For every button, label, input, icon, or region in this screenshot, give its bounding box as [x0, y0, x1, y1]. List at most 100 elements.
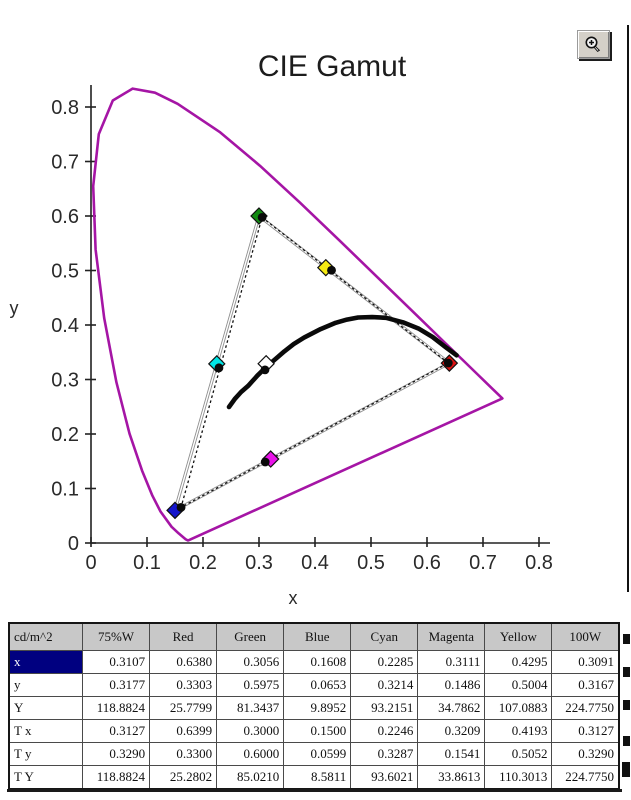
- edge-mark: [623, 736, 630, 746]
- value-cell[interactable]: 0.6000: [216, 742, 285, 766]
- marker-dot-magenta: [260, 457, 270, 467]
- value-cell[interactable]: 224.7750: [551, 696, 620, 720]
- value-cell[interactable]: 9.8952: [283, 696, 352, 720]
- table-row: Y 118.8824 25.7799 81.3437 9.8952 93.2151 34.7…: [8, 696, 620, 720]
- row-label-cell[interactable]: T x: [8, 719, 83, 743]
- value-cell[interactable]: 0.1486: [417, 673, 486, 697]
- chart-title: CIE Gamut: [258, 50, 407, 83]
- x-tick-label: 0.2: [189, 552, 217, 574]
- column-header-green: Green: [216, 622, 285, 651]
- value-cell[interactable]: 0.3209: [417, 719, 486, 743]
- value-cell[interactable]: 0.3127: [81, 719, 151, 743]
- value-cell[interactable]: 25.2802: [149, 765, 218, 790]
- column-header-75-w: 75%W: [81, 622, 151, 651]
- edge-mark: [623, 667, 630, 677]
- value-cell[interactable]: 34.7862: [417, 696, 486, 720]
- zoom-in-button[interactable]: [577, 30, 610, 59]
- edge-mark: [623, 634, 630, 644]
- column-header-red: Red: [149, 622, 218, 651]
- value-cell[interactable]: 110.3013: [484, 765, 553, 790]
- row-label-cell[interactable]: T Y: [8, 765, 83, 790]
- y-tick-label: 0.7: [51, 152, 79, 174]
- x-axis-title: x: [289, 588, 298, 608]
- x-tick-label: 0.6: [413, 552, 441, 574]
- marker-diamond-magenta: [261, 450, 280, 468]
- bottom-divider-line: [7, 789, 622, 792]
- edge-mark: [622, 762, 630, 777]
- marker-dot-blue: [176, 503, 186, 512]
- value-cell[interactable]: 0.1500: [283, 719, 352, 743]
- value-cell[interactable]: 25.7799: [149, 696, 218, 720]
- value-cell[interactable]: 0.3303: [149, 673, 218, 697]
- value-cell[interactable]: 0.0653: [283, 673, 352, 697]
- value-cell[interactable]: 0.3300: [149, 742, 218, 766]
- value-cell[interactable]: 0.1541: [417, 742, 486, 766]
- marker-dot-red: [443, 358, 453, 368]
- spectral-locus: [91, 87, 504, 542]
- x-tick-label: 0.4: [301, 552, 329, 574]
- row-label-cell[interactable]: x: [8, 650, 83, 674]
- y-axis-title: y: [10, 298, 19, 318]
- table-row: y 0.3177 0.3303 0.5975 0.0653 0.3214 0.1486 0.5…: [8, 673, 620, 697]
- value-cell[interactable]: 224.7750: [551, 765, 620, 790]
- value-cell[interactable]: 0.5975: [216, 673, 285, 697]
- table-row: T x 0.3127 0.6399 0.3000 0.1500 0.2246 0.3209 0…: [8, 719, 620, 743]
- value-cell[interactable]: 118.8824: [81, 765, 151, 790]
- marker-dot-cyan: [214, 363, 224, 373]
- value-cell[interactable]: 0.3290: [81, 742, 151, 766]
- value-cell[interactable]: 0.3167: [551, 673, 620, 697]
- value-cell[interactable]: 0.3107: [81, 650, 151, 674]
- row-label-cell[interactable]: T y: [8, 742, 83, 766]
- measurement-table: cd/m^2 75%W Red Green Blue Cyan Magenta Yellow 1…: [8, 622, 620, 790]
- value-cell[interactable]: 93.2151: [350, 696, 419, 720]
- value-cell[interactable]: 0.0599: [283, 742, 352, 766]
- table-corner-header: cd/m^2: [8, 622, 83, 651]
- value-cell[interactable]: 0.3290: [551, 742, 620, 766]
- object-border-line: [627, 25, 629, 592]
- value-cell[interactable]: 0.3091: [551, 650, 620, 674]
- planckian-locus-curve: [226, 314, 459, 410]
- value-cell[interactable]: 0.6380: [149, 650, 218, 674]
- column-header-magenta: Magenta: [417, 622, 486, 651]
- x-tick-label: 0.7: [469, 552, 497, 574]
- y-tick-label: 0.4: [51, 315, 79, 337]
- y-tick-label: 0.6: [51, 206, 79, 228]
- column-header-cyan: Cyan: [350, 622, 419, 651]
- zoom-in-magnifier-plus-icon: [585, 36, 601, 53]
- cie-chromaticity-chart: CIE Gamut x y 0 0.1 0.2 0.3 0.4 0.5 0.6 0.7 0.8 0…: [10, 50, 553, 608]
- value-cell[interactable]: 0.4193: [484, 719, 553, 743]
- value-cell[interactable]: 0.6399: [149, 719, 218, 743]
- value-cell[interactable]: 0.3127: [551, 719, 620, 743]
- table-row: x 0.3107 0.6380 0.3056 0.1608 0.2285 0.3111 0.4…: [8, 650, 620, 674]
- value-cell[interactable]: 118.8824: [81, 696, 151, 720]
- value-cell[interactable]: 93.6021: [350, 765, 419, 790]
- column-header-yellow: Yellow: [484, 622, 553, 651]
- value-cell[interactable]: 0.3214: [350, 673, 419, 697]
- value-cell[interactable]: 0.3287: [350, 742, 419, 766]
- value-cell[interactable]: 107.0883: [484, 696, 553, 720]
- row-label-cell[interactable]: y: [8, 673, 83, 697]
- value-cell[interactable]: 8.5811: [283, 765, 352, 790]
- x-tick-label: 0.8: [525, 552, 553, 574]
- x-tick-label: 0.1: [133, 552, 161, 574]
- value-cell[interactable]: 85.0210: [216, 765, 285, 790]
- y-tick-label: 0.1: [51, 479, 79, 501]
- y-tick-label: 0.8: [51, 97, 79, 119]
- column-header-blue: Blue: [283, 622, 352, 651]
- value-cell[interactable]: 0.3056: [216, 650, 285, 674]
- row-label-cell[interactable]: Y: [8, 696, 83, 720]
- value-cell[interactable]: 0.5004: [484, 673, 553, 697]
- value-cell[interactable]: 0.3177: [81, 673, 151, 697]
- value-cell[interactable]: 0.1608: [283, 650, 352, 674]
- y-tick-label: 0.3: [51, 370, 79, 392]
- x-tick-label: 0.3: [245, 552, 273, 574]
- value-cell[interactable]: 0.3000: [216, 719, 285, 743]
- value-cell[interactable]: 0.2285: [350, 650, 419, 674]
- value-cell[interactable]: 81.3437: [216, 696, 285, 720]
- value-cell[interactable]: 0.5052: [484, 742, 553, 766]
- value-cell[interactable]: 0.2246: [350, 719, 419, 743]
- value-cell[interactable]: 0.4295: [484, 650, 553, 674]
- value-cell[interactable]: 0.3111: [417, 650, 486, 674]
- value-cell[interactable]: 33.8613: [417, 765, 486, 790]
